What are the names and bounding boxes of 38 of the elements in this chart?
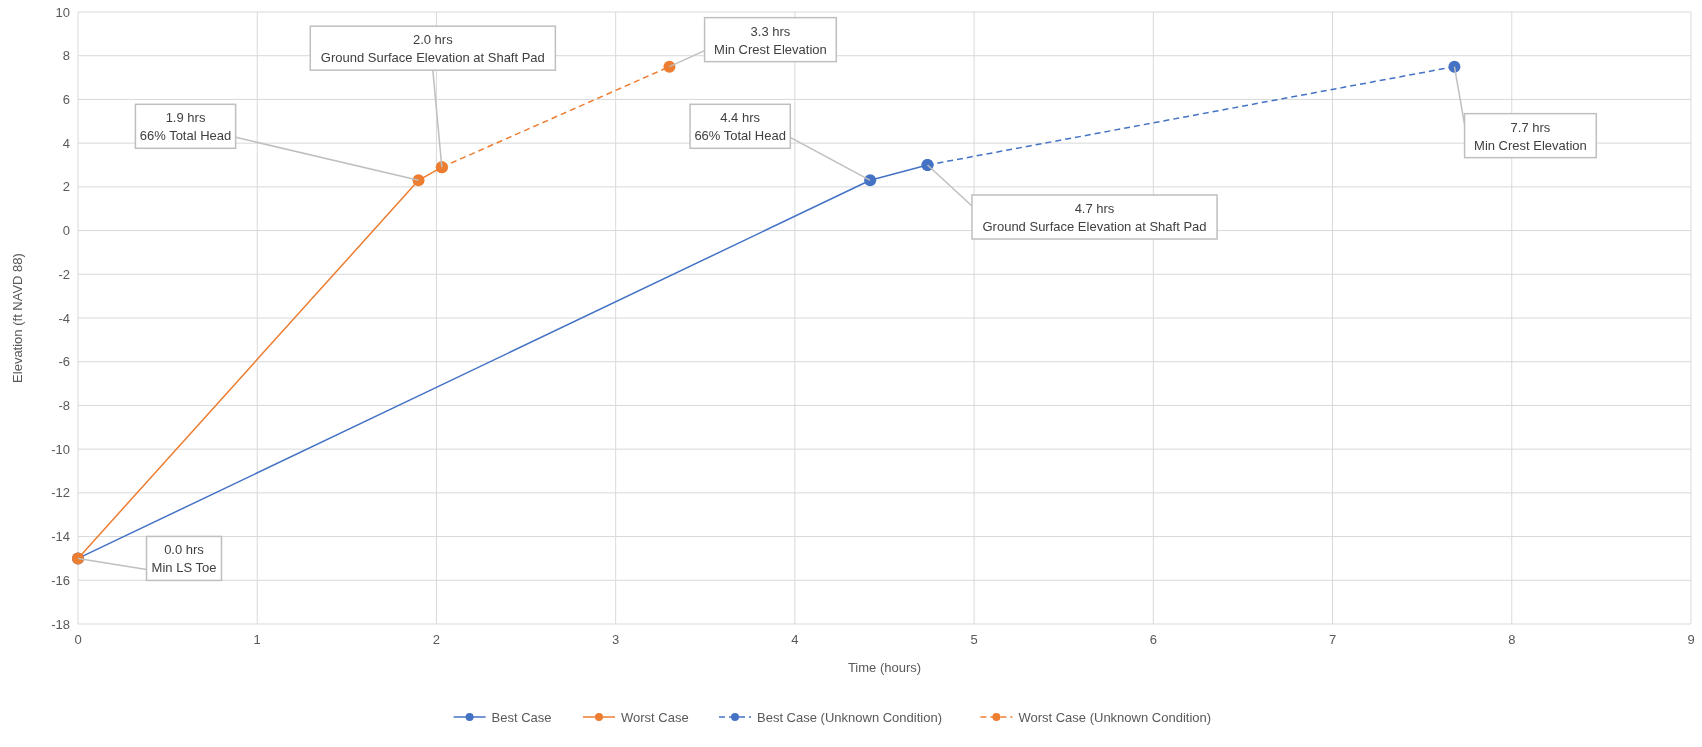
y-tick-label: 10 — [55, 4, 70, 20]
x-tick-label: 0 — [74, 632, 82, 647]
legend-label: Best Case (Unknown Condition) — [757, 709, 942, 725]
annotation: 1.9 hrs 66% Total Head — [139, 110, 232, 144]
y-tick-label: 0 — [62, 223, 70, 239]
x-tick-label: 9 — [1687, 632, 1695, 647]
x-axis-title: Time (hours) — [847, 660, 922, 675]
annotation: 3.3 hrs Min Crest Elevation — [714, 23, 827, 57]
y-tick-label: 2 — [62, 179, 70, 195]
y-tick-label: -14 — [51, 529, 70, 545]
x-tick-label: 3 — [612, 632, 620, 647]
annotation: 7.7 hrs Min Crest Elevation — [1474, 119, 1587, 153]
x-tick-label: 5 — [970, 632, 978, 647]
y-tick-label: 6 — [62, 91, 70, 107]
annotation: 2.0 hrs Ground Surface Elevation at Shaft Pad — [320, 32, 545, 66]
x-tick-label: 4 — [791, 632, 799, 647]
annotation: 4.7 hrs Ground Surface Elevation at Shaft Pad — [982, 201, 1207, 234]
y-axis-title: Elevation (ft NAVD 88) — [10, 253, 25, 383]
x-tick-label: 2 — [432, 632, 441, 647]
annotation: 4.4 hrs 66% Total Head — [694, 110, 786, 144]
annotation: 0.0 hrs Min LS Toe — [151, 542, 217, 576]
legend-label: Worst Case (Unknown Condition) — [1018, 709, 1212, 725]
y-tick-label: -10 — [51, 441, 70, 457]
legend-label: Worst Case — [621, 709, 689, 725]
y-tick-label: -18 — [51, 616, 70, 632]
legend-label: Best Case — [491, 709, 552, 725]
y-tick-label: -12 — [51, 485, 70, 501]
y-tick-label: -6 — [58, 354, 70, 370]
y-tick-label: 4 — [62, 135, 70, 151]
y-tick-label: -2 — [58, 266, 70, 282]
y-tick-label: 8 — [62, 48, 70, 64]
x-tick-label: 7 — [1328, 632, 1337, 647]
x-tick-label: 6 — [1149, 632, 1157, 647]
y-tick-label: -8 — [58, 397, 70, 413]
x-tick-label: 1 — [253, 632, 261, 647]
y-tick-label: -16 — [51, 572, 70, 588]
y-tick-label: -4 — [58, 310, 70, 326]
x-tick-label: 8 — [1508, 632, 1516, 647]
